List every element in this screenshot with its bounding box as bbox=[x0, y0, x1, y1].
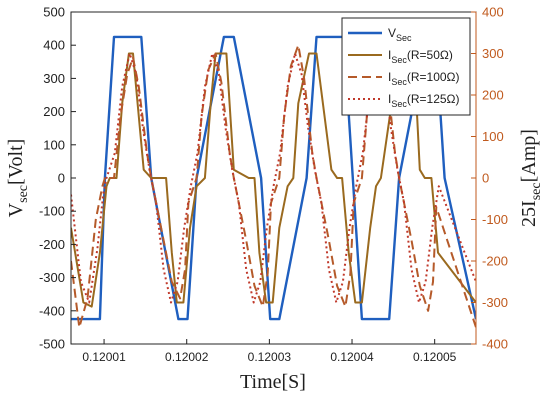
legend-label-tail: (R=100Ω) bbox=[407, 70, 460, 84]
left-y-label-tail: [Volt] bbox=[5, 139, 27, 185]
legend-label-sub: Sec bbox=[396, 33, 412, 43]
right-y-label-main: 25I bbox=[518, 200, 540, 227]
right-y-axis-label: 25Isec[Amp] bbox=[518, 129, 544, 227]
legend-label-3: ISec(R=125Ω) bbox=[388, 92, 460, 109]
right-y-label-sub: sec bbox=[529, 182, 544, 200]
x-tick-label: 0.12002 bbox=[165, 350, 209, 364]
left-tick-label: 0 bbox=[58, 171, 65, 186]
left-y-axis-label: Vsec[Volt] bbox=[5, 139, 31, 218]
legend-label-tail: (R=50Ω) bbox=[407, 48, 453, 62]
left-tick-label: -100 bbox=[39, 204, 65, 219]
legend-label-main: I bbox=[388, 70, 391, 84]
left-tick-label: 300 bbox=[43, 71, 65, 86]
series-line-1 bbox=[71, 52, 476, 308]
legend-label-sub: Sec bbox=[391, 77, 407, 87]
right-tick-label: -100 bbox=[482, 212, 508, 227]
legend-label-main: I bbox=[388, 92, 391, 106]
x-tick-label: 0.12005 bbox=[413, 350, 457, 364]
x-tick-label: 0.12004 bbox=[330, 350, 374, 364]
legend-label-1: ISec(R=50Ω) bbox=[388, 48, 453, 65]
legend-label-tail: (R=125Ω) bbox=[407, 92, 460, 106]
x-tick-label: 0.12003 bbox=[248, 350, 292, 364]
x-ticks: 0.12001 0.12002 0.12003 0.12004 0.12005 bbox=[82, 339, 457, 364]
left-tick-label: -400 bbox=[39, 303, 65, 318]
right-tick-label: 100 bbox=[482, 129, 504, 144]
left-tick-label: -500 bbox=[39, 337, 65, 352]
x-tick-label: 0.12001 bbox=[82, 350, 126, 364]
right-y-ticks: -400 -300 -200 -100 0 100 200 300 400 bbox=[471, 5, 508, 352]
left-y-label-sub: sec bbox=[16, 185, 31, 203]
right-tick-label: -200 bbox=[482, 254, 508, 269]
right-tick-label: -300 bbox=[482, 295, 508, 310]
left-tick-label: 100 bbox=[43, 137, 65, 152]
right-tick-label: -400 bbox=[482, 337, 508, 352]
left-tick-label: 500 bbox=[43, 5, 65, 20]
legend-label-main: V bbox=[388, 26, 396, 40]
legend-label-main: I bbox=[388, 48, 391, 62]
legend-label-0: VSec bbox=[388, 26, 412, 43]
left-tick-label: 400 bbox=[43, 38, 65, 53]
left-tick-label: -300 bbox=[39, 270, 65, 285]
legend-label-sub: Sec bbox=[391, 55, 407, 65]
right-tick-label: 200 bbox=[482, 88, 504, 103]
legend-label-sub: Sec bbox=[391, 99, 407, 109]
legend-label-2: ISec(R=100Ω) bbox=[388, 70, 460, 87]
left-tick-label: -200 bbox=[39, 237, 65, 252]
left-y-label-main: V bbox=[5, 202, 27, 217]
right-tick-label: 400 bbox=[482, 5, 504, 20]
left-y-ticks: -500 -400 -300 -200 -100 0 100 200 300 400 500 bbox=[39, 5, 76, 352]
left-tick-label: 200 bbox=[43, 104, 65, 119]
right-tick-label: 0 bbox=[482, 171, 489, 186]
x-axis-label: Time[S] bbox=[240, 371, 306, 393]
right-y-label-tail: [Amp] bbox=[518, 129, 540, 182]
right-tick-label: 300 bbox=[482, 46, 504, 61]
